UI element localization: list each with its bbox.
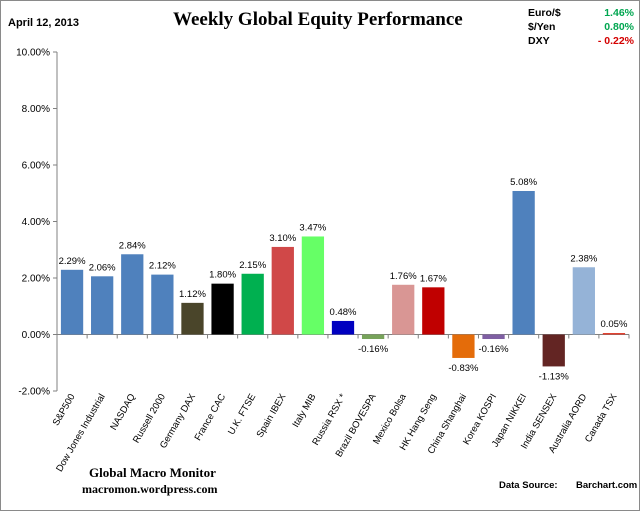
data-label: -1.13% [539,371,570,382]
data-label: 1.76% [390,271,417,282]
data-label: -0.83% [448,363,479,374]
bar [121,254,144,335]
fx-name: $/Yen [528,21,556,33]
chart-title: Weekly Global Equity Performance [173,9,463,30]
data-label: 3.47% [299,222,326,233]
y-tick-label: -2.00% [18,387,50,398]
bar [151,274,174,335]
footer-brand: Global Macro Monitor [89,465,216,480]
bar [422,287,445,335]
date-label: April 12, 2013 [8,17,79,29]
data-label: -0.16% [358,344,389,355]
fx-row-euro: Euro/$ 1.46% [528,7,638,21]
data-label: 5.08% [510,177,537,188]
data-label: 2.06% [89,262,116,273]
fx-row-yen: $/Yen 0.80% [528,21,638,35]
bar [392,284,415,335]
source-value: Barchart.com [576,480,638,491]
data-label: 1.80% [209,270,236,281]
data-label: 2.38% [570,253,597,264]
bar [60,269,84,335]
bar [512,190,535,335]
data-label: 3.10% [269,233,296,244]
bar [602,333,626,335]
bar [241,273,264,335]
data-label: 0.48% [330,307,357,318]
fx-value: 0.80% [604,21,634,33]
fx-name: Euro/$ [528,7,561,19]
category-label: U.K. FTSE [226,392,258,437]
bar [452,334,475,358]
y-tick-label: 2.00% [22,274,50,285]
category-label: NASDAQ [108,392,138,432]
fx-row-dxy: DXY - 0.22% [528,35,638,49]
data-label: 2.12% [149,261,176,272]
data-label: -0.16% [478,344,509,355]
y-tick-label: 10.00% [16,48,50,59]
fx-summary: Euro/$ 1.46% $/Yen 0.80% DXY - 0.22% [528,7,638,49]
y-tick-label: 0.00% [22,330,50,341]
bar [542,334,565,367]
footer-url: macromon.wordpress.com [82,482,218,496]
fx-value: - 0.22% [597,35,634,47]
data-label: 2.15% [239,260,266,271]
category-label: Spain IBEX [255,391,289,439]
data-label: 0.05% [600,319,627,330]
bar [331,320,355,335]
y-tick-label: 8.00% [22,104,50,115]
data-label: 1.12% [179,289,206,300]
bar [572,267,595,335]
bar [91,276,114,335]
category-label: S&P500 [51,392,78,428]
bar [482,334,505,340]
bar [181,302,204,335]
y-tick-label: 6.00% [22,161,50,172]
bar [211,283,234,335]
source-label: Data Source: [499,480,558,491]
y-tick-label: 4.00% [22,217,50,228]
data-label: 2.84% [119,240,146,251]
fx-value: 1.46% [604,7,634,19]
category-label: France CAC [193,392,229,443]
bar [301,236,325,335]
category-label: Italy MIB [290,392,318,430]
bar [361,334,385,340]
fx-name: DXY [528,35,550,47]
bar [271,246,294,335]
category-label: Canada TSX [583,391,620,444]
data-label: 1.67% [420,273,447,284]
data-label: 2.29% [59,256,86,267]
